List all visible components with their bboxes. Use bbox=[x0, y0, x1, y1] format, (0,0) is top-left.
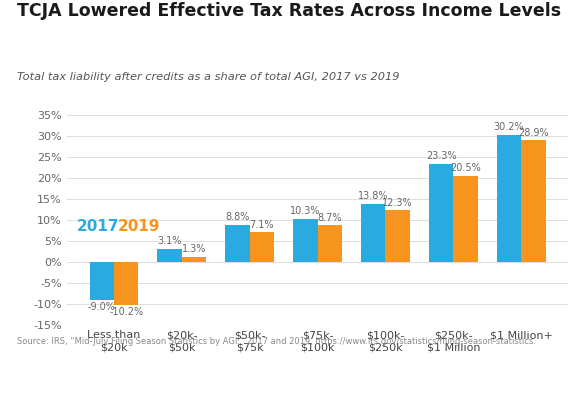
Text: 8.8%: 8.8% bbox=[225, 213, 249, 222]
Text: 2017: 2017 bbox=[77, 219, 119, 234]
Text: 28.9%: 28.9% bbox=[518, 128, 549, 138]
Text: 12.3%: 12.3% bbox=[382, 198, 413, 208]
Text: Source: IRS, “Mid-July Filing Season Statistics by AGI,” 2017 and 2019, https://: Source: IRS, “Mid-July Filing Season Sta… bbox=[17, 337, 536, 346]
Text: TCJA Lowered Effective Tax Rates Across Income Levels: TCJA Lowered Effective Tax Rates Across … bbox=[17, 2, 561, 20]
Text: 8.7%: 8.7% bbox=[317, 213, 342, 223]
Bar bbox=[454, 176, 478, 262]
Text: TAX FOUNDATION: TAX FOUNDATION bbox=[13, 379, 145, 392]
Bar bbox=[293, 219, 317, 262]
Bar bbox=[225, 225, 249, 262]
Text: -10.2%: -10.2% bbox=[109, 308, 143, 317]
Text: 2019: 2019 bbox=[118, 219, 160, 234]
Text: @TaxFoundation: @TaxFoundation bbox=[470, 379, 567, 392]
Bar bbox=[114, 262, 139, 305]
Text: Total tax liability after credits as a share of total AGI, 2017 vs 2019: Total tax liability after credits as a s… bbox=[17, 72, 400, 81]
Bar bbox=[89, 262, 114, 300]
Text: 1.3%: 1.3% bbox=[182, 244, 206, 254]
Text: 10.3%: 10.3% bbox=[290, 206, 321, 216]
Bar bbox=[249, 232, 274, 262]
Bar bbox=[429, 164, 454, 262]
Text: 3.1%: 3.1% bbox=[157, 236, 182, 247]
Text: 23.3%: 23.3% bbox=[426, 151, 456, 162]
Text: -9.0%: -9.0% bbox=[88, 302, 115, 312]
Text: 7.1%: 7.1% bbox=[249, 220, 274, 229]
Bar bbox=[182, 256, 206, 262]
Text: 20.5%: 20.5% bbox=[450, 163, 481, 173]
Bar bbox=[386, 210, 410, 262]
Bar bbox=[157, 249, 182, 262]
Text: 13.8%: 13.8% bbox=[358, 191, 389, 202]
Text: 30.2%: 30.2% bbox=[494, 122, 524, 133]
Bar bbox=[496, 135, 521, 262]
Bar bbox=[317, 225, 342, 262]
Bar bbox=[521, 140, 546, 262]
Bar bbox=[361, 204, 386, 262]
